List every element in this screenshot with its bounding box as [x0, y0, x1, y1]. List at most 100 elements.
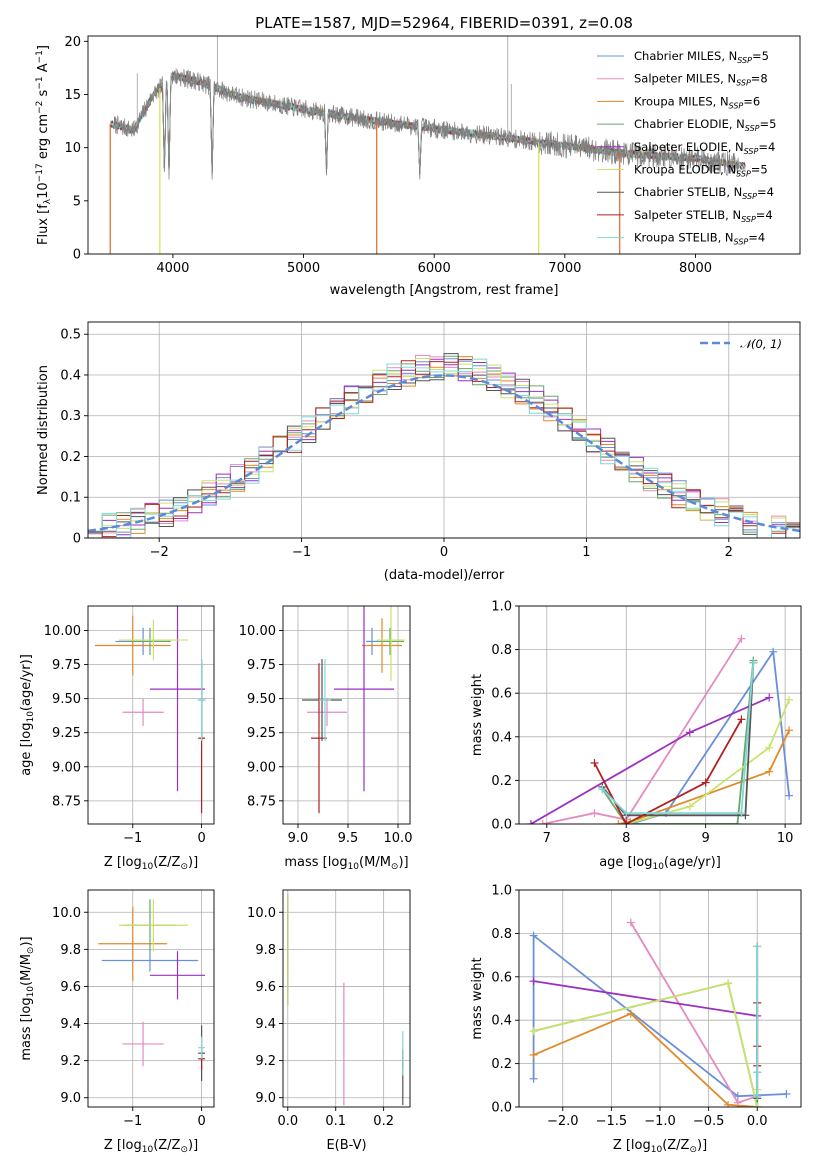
y-tick-label: 0.6	[491, 687, 512, 702]
histogram-steps	[88, 353, 800, 538]
legend-label-value: =8	[751, 72, 768, 86]
mass_vs_Z-ylabel: mass [log10(M/M⊙)]	[19, 936, 36, 1060]
y-tick-label: 0.2	[60, 450, 81, 465]
legend-label-sub: SSP	[741, 215, 756, 224]
mass_vs_Z-points	[98, 899, 206, 1082]
legend-label-value: =4	[758, 140, 775, 154]
legend-label-sub: SSP	[742, 192, 757, 201]
x-tick-label: −1.0	[644, 1114, 676, 1129]
legend-label-value: =6	[743, 94, 760, 108]
legend-label-name: Kroupa MILES, N	[634, 94, 729, 108]
legend-label-value: =4	[757, 185, 774, 199]
series-line	[593, 718, 743, 824]
mass_vs_Z-ylabel-part: )]	[19, 936, 34, 946]
weight_vs_age-frame	[518, 605, 802, 825]
mass_vs_Z-xlabel-part: ⊙	[180, 1145, 188, 1155]
spectrum-ticks: 4000 5000 6000 7000 8000 0 5 10 15 20	[64, 35, 712, 276]
y-tick-label: 8.75	[52, 794, 81, 809]
x-tick-label: 0	[440, 545, 448, 560]
legend-label-value: =5	[751, 163, 768, 177]
series-line	[625, 699, 790, 824]
y-tick-label: 0.5	[60, 328, 81, 343]
weight_vs_age-series	[526, 634, 794, 824]
spectrum-ylabel-part: Flux [f	[36, 204, 51, 245]
legend-label: Chabrier STELIB, NSSP=4	[634, 185, 774, 201]
age_vs_mass-xlabel-part: ⊙	[391, 862, 399, 872]
y-tick-label: 1.0	[491, 884, 512, 899]
y-tick-label: 0.4	[60, 368, 81, 383]
spectrum-ylabel-part: −1	[35, 50, 45, 63]
y-tick-label: 0.1	[60, 491, 81, 506]
mass_vs_ebv-ticks: 0.0 0.1 0.2 9.0 9.2 9.4 9.6 9.8 10.0	[247, 906, 394, 1129]
mass_vs_ebv-frame	[282, 889, 411, 1108]
mass_vs_Z-xlabel-part: (Z/Z	[153, 1138, 180, 1153]
series-line	[618, 729, 790, 824]
legend-label: Kroupa STELIB, NSSP=4	[634, 231, 765, 247]
spectrum-ylabel-part: 10	[36, 182, 51, 199]
x-tick-label: 6000	[418, 261, 451, 276]
age_vs_Z-xlabel-part: Z [log	[104, 855, 142, 870]
legend-label-name: Chabrier ELODIE, N	[634, 117, 745, 131]
mass_vs_Z-xlabel-part: )]	[188, 1138, 198, 1153]
series-line	[629, 649, 790, 824]
x-tick-label: −1	[123, 831, 142, 846]
age_vs_Z-xlabel-part: ⊙	[180, 862, 188, 872]
legend-label: Chabrier ELODIE, NSSP=5	[634, 117, 776, 133]
series-line	[530, 696, 770, 824]
histogram-xlabel: (data-model)/error	[384, 568, 505, 583]
age_vs_Z-grid	[88, 606, 214, 824]
legend-label-sub: SSP	[729, 101, 744, 110]
x-tick-label: 4000	[156, 261, 189, 276]
mass_vs_Z-frame	[87, 889, 215, 1108]
x-tick-label: 8	[622, 831, 630, 846]
legend-label-name: Salpeter STELIB, N	[634, 208, 741, 222]
spectrum-ylabel-part: −1	[35, 76, 45, 89]
mass_vs_Z-ylabel-part: ⊙	[26, 947, 36, 955]
y-tick-label: 8.75	[247, 794, 276, 809]
y-tick-label: 0	[73, 248, 81, 263]
age_vs_Z-ylabel-part: age [log	[19, 723, 34, 776]
spectrum-xlabel: wavelength [Angstrom, rest frame]	[330, 283, 559, 298]
y-tick-label: 10.0	[247, 906, 276, 921]
x-tick-label: 10	[777, 831, 794, 846]
mass_vs_Z-ylabel-part: 10	[26, 986, 36, 998]
age_vs_mass-points	[302, 606, 405, 814]
y-tick-label: 9.25	[247, 726, 276, 741]
histogram-ylabel: Normed distribution	[36, 365, 51, 495]
y-tick-label: 10.00	[239, 624, 276, 639]
y-tick-label: 9.25	[52, 726, 81, 741]
y-tick-label: 9.50	[52, 692, 81, 707]
spectrum-ylabel-part: erg cm	[36, 114, 51, 163]
age_vs_mass-xlabel: mass [log10(M/M⊙)]	[284, 855, 408, 872]
x-tick-label: −2.0	[547, 1114, 579, 1129]
spectrum-ylabel-part: ]	[36, 45, 51, 50]
y-tick-label: 0.2	[491, 774, 512, 789]
histogram-frame	[87, 321, 801, 539]
observed-spectrum-line	[113, 68, 739, 180]
y-tick-label: 0.2	[491, 1057, 512, 1072]
legend-label-sub: SSP	[734, 238, 749, 247]
x-tick-label: −1.5	[596, 1114, 628, 1129]
age_vs_mass-xlabel-part: )]	[398, 855, 408, 870]
y-tick-label: 0.3	[60, 409, 81, 424]
weight_vs_age-ylabel: mass weight	[470, 674, 485, 756]
y-tick-label: 9.8	[60, 943, 81, 958]
y-tick-label: 9.00	[247, 760, 276, 775]
legend-label-name: Kroupa STELIB, N	[634, 231, 734, 245]
x-tick-label: 0.0	[747, 1114, 768, 1129]
weight_vs_Z-xlabel-part: 10	[651, 1145, 663, 1155]
legend-label-name: Salpeter MILES, N	[634, 72, 736, 86]
x-tick-label: 8000	[679, 261, 712, 276]
mass_vs_Z-ylabel-part: (M/M	[19, 954, 34, 986]
x-tick-label: 9	[702, 831, 710, 846]
mass_vs_Z-grid	[88, 890, 214, 1107]
x-tick-label: −1	[123, 1114, 142, 1129]
weight_vs_age-ticks: 7 8 9 10 0.0 0.2 0.4 0.6 0.8 1.0	[491, 600, 793, 847]
legend-label-sub: SSP	[736, 170, 751, 179]
weight_vs_Z-xlabel: Z [log10(Z/Z⊙)]	[613, 1138, 707, 1155]
y-tick-label: 9.6	[255, 980, 276, 995]
weight_vs_Z-ticks: −2.0 −1.5 −1.0 −0.5 0.0 0.0 0.2 0.4 0.6 0.8 1.0	[491, 884, 767, 1130]
legend-label-name: Chabrier STELIB, N	[634, 185, 742, 199]
